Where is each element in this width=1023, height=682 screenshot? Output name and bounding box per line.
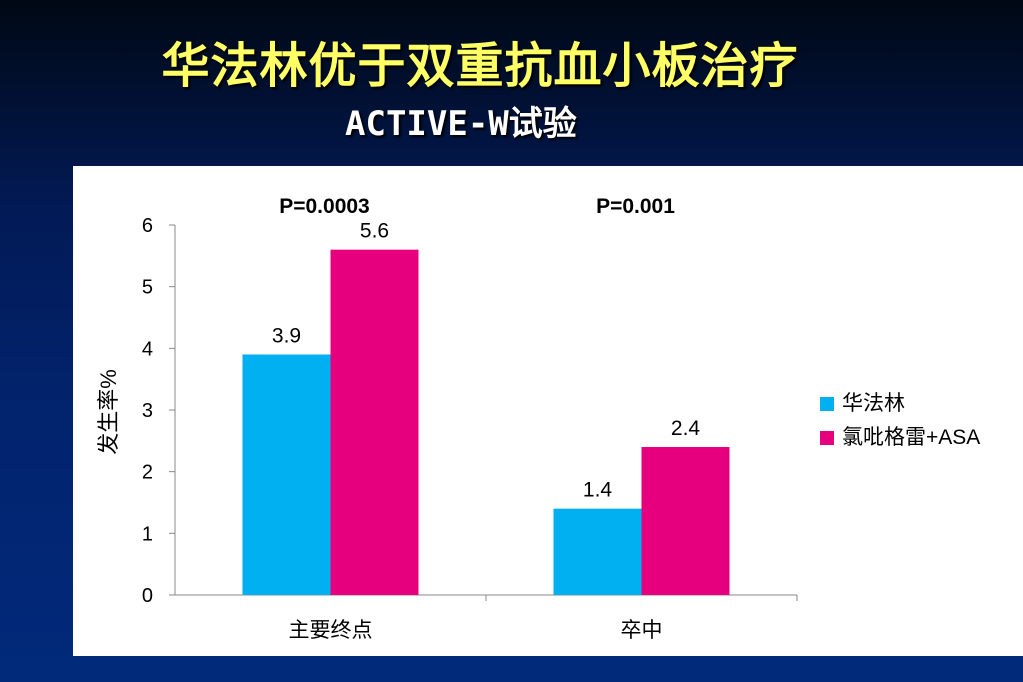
y-tick-label: 1 <box>142 523 153 545</box>
y-axis-label: 发生率% <box>96 369 121 455</box>
legend-label: 氯吡格雷+ASA <box>842 426 980 449</box>
bar-chart: 0 1 2 3 4 5 6 发生率% 主要终点 卒中 3.9 5.6 1.4 2.4 华法林氯吡格雷+… <box>96 195 980 642</box>
legend-swatch <box>820 431 834 445</box>
data-label: 3.9 <box>272 325 301 348</box>
y-tick-label: 0 <box>142 585 153 607</box>
annotations: P=0.0003 P=0.001 <box>279 195 675 218</box>
data-label: 5.6 <box>360 220 389 243</box>
y-axis: 0 1 2 3 4 5 6 发生率% <box>96 215 176 607</box>
bar-warfarin <box>242 354 331 595</box>
p-value-annotation: P=0.0003 <box>279 195 370 218</box>
bars: 3.9 5.6 1.4 2.4 <box>242 220 730 595</box>
slide-title: 华法林优于双重抗血小板治疗 <box>161 38 799 94</box>
y-tick-label: 4 <box>142 338 153 360</box>
y-tick-label: 6 <box>142 215 153 237</box>
bar-clopidogrel-asa <box>641 447 730 595</box>
data-label: 2.4 <box>671 417 701 440</box>
y-tick-label: 2 <box>142 462 153 484</box>
x-tick-label: 主要终点 <box>289 619 373 642</box>
y-tick-label: 3 <box>142 400 153 422</box>
chart-panel: 0 1 2 3 4 5 6 发生率% 主要终点 卒中 3.9 5.6 1.4 2.4 华法林氯吡格雷+… <box>73 166 1023 656</box>
legend-label: 华法林 <box>842 392 905 415</box>
p-value-annotation: P=0.001 <box>596 195 675 218</box>
x-axis: 主要终点 卒中 <box>175 594 798 642</box>
data-label: 1.4 <box>583 479 613 502</box>
legend-swatch <box>820 397 834 411</box>
bar-clopidogrel-asa <box>330 249 419 595</box>
slide-subtitle: ACTIVE-W试验 <box>345 104 577 144</box>
y-tick-label: 5 <box>142 277 153 299</box>
x-tick-label: 卒中 <box>621 619 663 642</box>
bar-warfarin <box>553 508 642 595</box>
